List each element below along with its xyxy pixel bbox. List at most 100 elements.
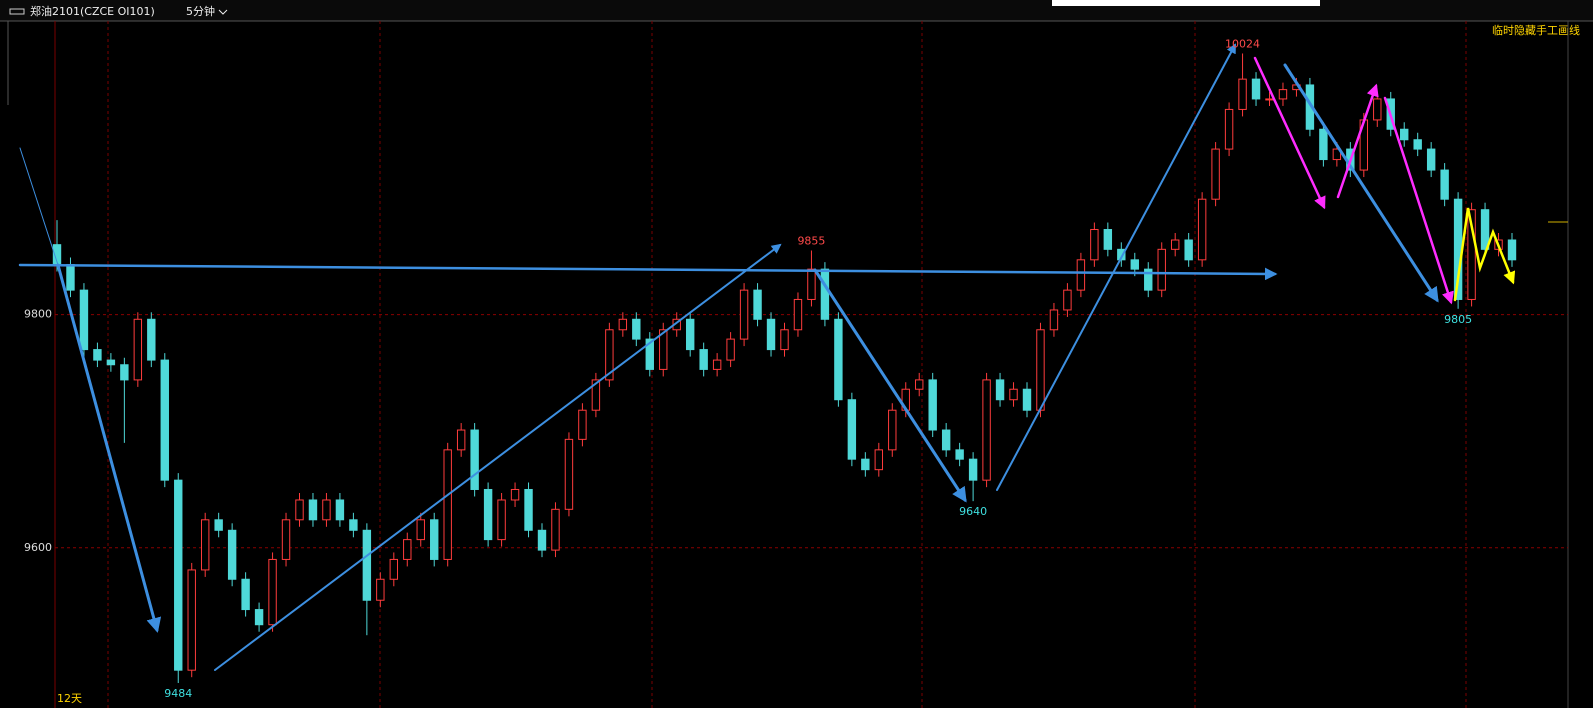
candle-body [497,499,506,541]
candle-body [1036,329,1045,411]
candle-body [645,338,654,370]
candle-body [1426,148,1436,171]
candle-body [1332,148,1342,161]
drawn-arrow [56,263,162,633]
drawn-arrow [1283,63,1439,303]
candle-body [227,529,237,580]
candle-body [968,458,978,481]
candle-body [295,499,304,521]
candle-body [1211,148,1220,200]
candle-body [1373,98,1382,121]
candle-body [766,318,776,351]
candle-body [470,429,479,490]
candle-body [416,519,425,541]
candle-body [1022,388,1032,411]
candle-body [430,519,439,560]
candle-body [861,458,870,471]
drawn-arrow [996,43,1236,491]
drawn-arrow [1253,56,1326,210]
popup-fragment [1052,0,1320,6]
candle-body [160,359,169,481]
candle-body [1400,128,1409,141]
candle-body [1467,209,1476,300]
candle-body [483,488,493,541]
candle-body [982,379,991,481]
candle-body [632,318,641,340]
symbol: 郑油2101(CZCE OI101) [30,4,155,18]
low-label: 9805 [1444,313,1472,326]
dropdown-caret[interactable] [218,9,228,15]
candle-body [66,263,75,291]
candle-body [605,329,614,381]
candle-body [1090,229,1099,261]
candle-body [888,409,897,451]
candle-body [874,449,884,471]
candle-body [322,499,331,521]
candle-body [1224,108,1234,150]
hide-drawings-button[interactable]: 临时隐藏手工画线 [1492,23,1580,37]
candle-body [1265,98,1274,101]
candle-body [1076,259,1086,291]
candle-body [578,409,587,440]
candle-body [537,529,547,551]
candle-body [1278,89,1288,100]
candle-body [1251,78,1261,100]
candle-body [376,578,385,601]
candle-body [1440,169,1449,200]
y-tick-label: 9800 [24,308,52,321]
candle-body [1157,248,1166,291]
candle-body [928,379,937,431]
candle-body [1049,309,1059,331]
candle-body [618,318,628,331]
candle-body [955,449,964,460]
candle-body [1413,139,1422,150]
drawn-line [19,147,59,266]
candle-body [456,429,466,451]
candle-body [1063,289,1072,311]
candle-body [1117,248,1126,261]
y-tick-label: 9600 [24,541,52,554]
drawn-arrow [813,268,967,503]
high-label: 9855 [797,234,825,247]
candle-body [753,289,762,320]
candle-body [308,499,318,521]
candle-body [1130,259,1139,270]
candle-body [443,449,452,560]
candle-body [403,539,412,560]
candle-body [187,569,196,671]
candle-body [389,558,399,580]
candle-body [995,379,1005,401]
candle-body [834,318,843,401]
candle-body [551,508,560,551]
candle-body [1507,239,1517,261]
candle-body [93,349,102,361]
candle-body [362,529,372,601]
candle-body [524,488,533,531]
candle-body [1103,229,1113,250]
candle-body [106,359,116,366]
candle-body [214,519,223,531]
candle-body [510,488,520,501]
candle-body [147,318,156,361]
candle-body [349,519,358,531]
candle-body [120,364,129,381]
period-selector[interactable]: 5分钟 [186,4,215,18]
candle-body [1238,78,1247,110]
candle-body [1144,268,1153,291]
candle-body [820,268,830,320]
candle-body [1197,198,1207,261]
candle-body [941,429,951,451]
drawn-zigzag [1453,207,1516,302]
drawn-arrow [18,263,1278,281]
drawn-arrow [1336,83,1379,199]
drawn-arrow [1383,96,1454,305]
v-grid [107,21,1467,708]
candle-body [699,349,708,370]
high-label: 10024 [1225,37,1260,50]
candle-body [1170,239,1180,250]
candle-body [564,438,574,510]
top-bar [0,0,1593,21]
candle-body [685,318,695,351]
